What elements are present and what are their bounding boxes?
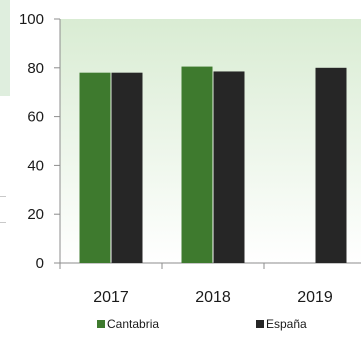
y-tick-label: 0	[36, 255, 44, 272]
y-tick-label: 40	[27, 157, 44, 174]
x-tick-label: 2019	[297, 289, 333, 306]
legend-swatch-cantabria	[97, 320, 105, 328]
bar-cantabria-2018	[181, 66, 213, 263]
legend-swatch-espana	[256, 320, 264, 328]
bar-espaa-2018	[213, 71, 245, 264]
legend-label-espana: España	[266, 317, 307, 331]
y-tick-label: 80	[27, 60, 44, 77]
x-axis: 2017 2018 2019	[59, 262, 361, 306]
x-tick-label: 2017	[93, 289, 129, 306]
bar-espaa-2017	[111, 72, 143, 264]
y-tick-label: 60	[27, 109, 44, 126]
left-margin-mark	[0, 196, 6, 197]
bars	[79, 66, 347, 264]
legend-item-espana: España	[256, 317, 307, 331]
legend-item-cantabria: Cantabria	[97, 317, 159, 331]
left-accent-strip	[0, 0, 10, 96]
legend: Cantabria España	[0, 316, 361, 334]
bar-cantabria-2017	[79, 72, 111, 264]
bar-espaa-2019	[315, 67, 347, 263]
y-tick-label: 100	[19, 11, 44, 28]
x-tick-label: 2018	[195, 289, 231, 306]
y-tick-label: 20	[27, 206, 44, 223]
y-axis: 0 20 40 60 80 100	[19, 11, 61, 272]
legend-label-cantabria: Cantabria	[107, 317, 160, 331]
left-margin-mark	[0, 222, 6, 223]
